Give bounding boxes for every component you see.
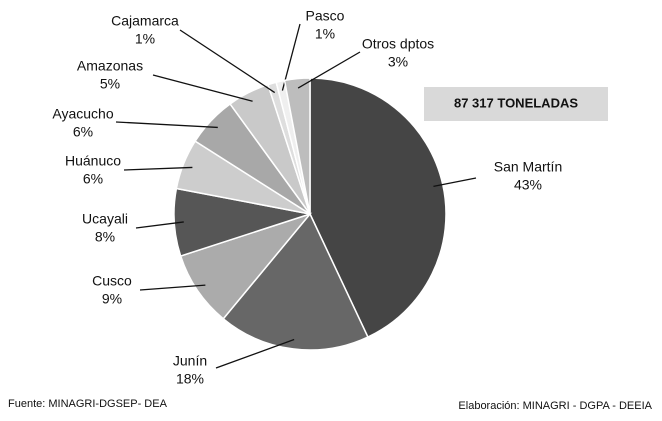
leader-line: [281, 23, 301, 91]
slice-label: Ayacucho: [52, 106, 113, 122]
value-label: 6%: [73, 124, 93, 140]
value-label: 3%: [388, 54, 408, 70]
credit: Elaboración: MINAGRI - DGPA - DEEIA: [458, 400, 652, 412]
leader-line: [123, 166, 193, 171]
leader-line: [139, 284, 206, 291]
slice-label: Cajamarca: [111, 13, 179, 29]
leader-line: [179, 29, 276, 94]
value-label: 1%: [135, 31, 155, 47]
slice-label: Junín: [173, 353, 207, 369]
slice-label: Huánuco: [65, 153, 121, 169]
pie-slice: [222, 212, 369, 351]
value-label: 43%: [514, 177, 542, 193]
value-label: 9%: [102, 291, 122, 307]
leader-line: [135, 221, 184, 229]
leader-line: [215, 338, 295, 369]
slice-label: Cusco: [92, 273, 132, 289]
leader-line: [297, 51, 361, 89]
value-label: 5%: [100, 76, 120, 92]
slice-label: Ucayali: [82, 211, 128, 227]
annotation: 87 317 TONELADAS: [454, 95, 578, 110]
pie-slice: [283, 77, 311, 215]
value-label: 1%: [315, 26, 335, 42]
slice-label: Pasco: [306, 8, 345, 24]
value-label: 18%: [176, 371, 204, 387]
leader-line: [433, 177, 477, 188]
slice-label: Amazonas: [77, 58, 143, 74]
value-label: 6%: [83, 171, 103, 187]
slice-label: San Martín: [494, 159, 562, 175]
slice-label: Otros dptos: [362, 36, 434, 52]
value-label: 8%: [95, 229, 115, 245]
source: Fuente: MINAGRI-DGSEP- DEA: [8, 398, 168, 410]
leader-line: [115, 121, 218, 129]
annotation-box: [424, 87, 608, 121]
leader-line: [152, 74, 253, 102]
